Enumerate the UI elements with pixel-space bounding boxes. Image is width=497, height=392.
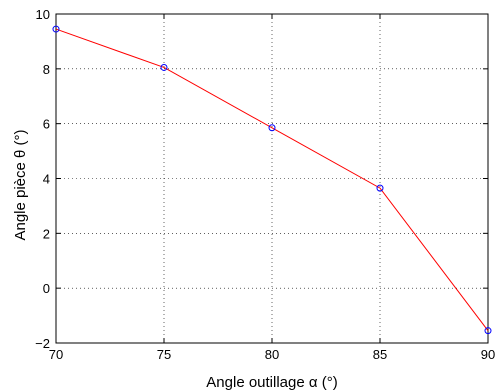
data-point	[376, 184, 384, 192]
y-tick-label: 2	[43, 226, 50, 241]
y-tick-label: 6	[43, 117, 50, 132]
data-point	[484, 327, 492, 335]
data-point	[52, 25, 60, 33]
data-point	[160, 63, 168, 71]
data-point	[268, 124, 276, 132]
y-tick-label: 8	[43, 62, 50, 77]
y-tick-label: 10	[36, 7, 50, 22]
x-tick-label: 85	[373, 347, 387, 362]
x-tick-label: 90	[481, 347, 495, 362]
y-tick-label: −2	[35, 336, 50, 351]
y-tick-label: 4	[43, 172, 50, 187]
series	[52, 25, 492, 335]
x-tick-label: 75	[157, 347, 171, 362]
ticks: 70 75 80 85 90 −2 0 2 4 6 8 10	[35, 7, 495, 362]
x-axis-label: Angle outillage α (°)	[206, 374, 337, 391]
y-tick-label: 0	[43, 281, 50, 296]
x-tick-label: 80	[265, 347, 279, 362]
y-axis-label: Angle pièce θ (°)	[12, 129, 29, 240]
grid	[56, 14, 488, 343]
x-tick-label: 70	[49, 347, 63, 362]
series-line	[55, 28, 489, 331]
